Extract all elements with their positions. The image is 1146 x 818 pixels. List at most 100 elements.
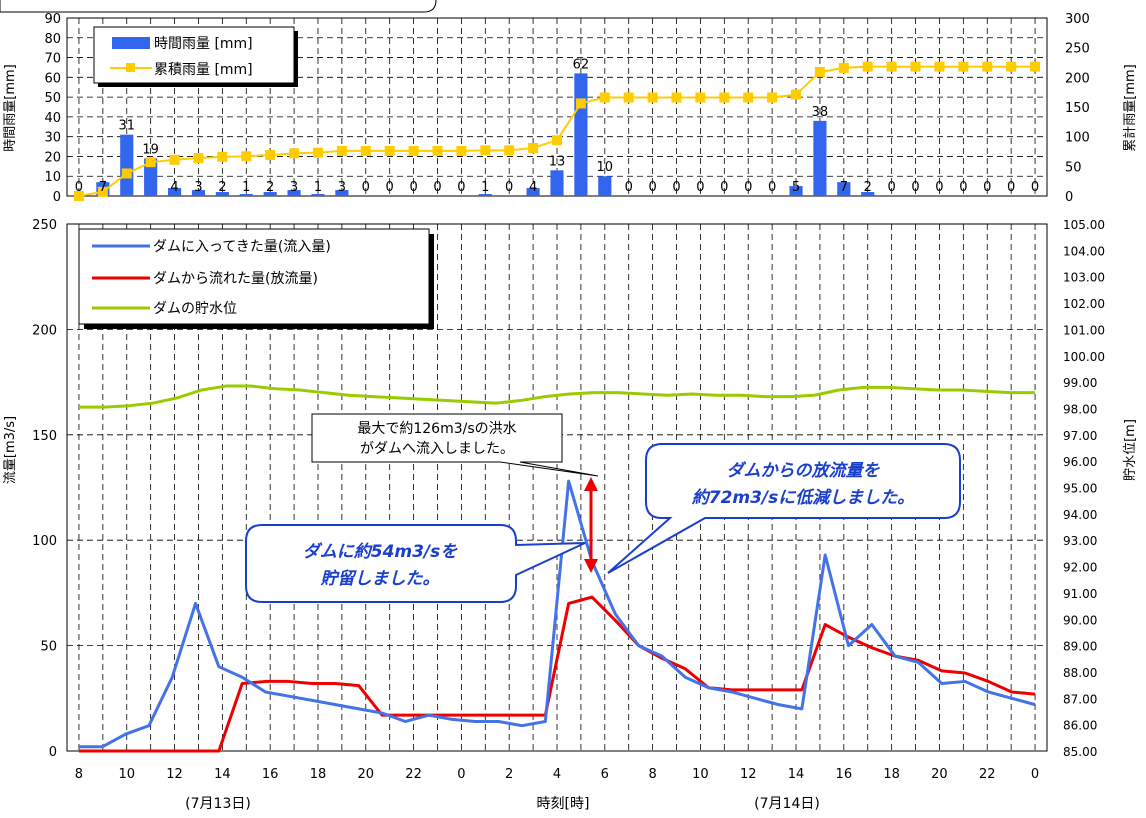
rainfall-data-label: 0 bbox=[1031, 180, 1039, 195]
rainfall-data-label: 5 bbox=[792, 180, 800, 195]
cumulative-marker bbox=[982, 61, 993, 72]
cumulative-marker bbox=[743, 92, 754, 103]
rainfall-data-label: 0 bbox=[672, 180, 680, 195]
rainfall-data-label: 1 bbox=[242, 180, 250, 195]
flow-y-axis-label: 流量[m3/s] bbox=[3, 416, 18, 484]
flow-plot-frame bbox=[66, 223, 1048, 752]
time-x-tick: 10 bbox=[118, 767, 135, 782]
water-level-y-tick: 98.00 bbox=[1063, 402, 1097, 416]
cumulative-marker bbox=[767, 92, 778, 103]
date-label-13: (7月13日) bbox=[185, 796, 251, 812]
legend-line-label: 累積雨量 [mm] bbox=[154, 62, 253, 78]
rainfall-data-label: 0 bbox=[744, 180, 752, 195]
legend-level-label: ダムの貯水位 bbox=[153, 301, 237, 317]
date-label-14: (7月14日) bbox=[754, 796, 820, 812]
rainfall-data-label: 38 bbox=[812, 105, 829, 120]
cumulative-marker bbox=[73, 191, 84, 201]
flow-y-ticks: 0 50 100 150 200 250 bbox=[32, 218, 57, 760]
rainfall-data-label: 0 bbox=[959, 180, 967, 195]
reduced-outflow-text-2: 約72m3/sに低減しました。 bbox=[692, 488, 915, 508]
rainfall-data-label: 0 bbox=[720, 180, 728, 195]
cumulative-y-tick: 150 bbox=[1065, 101, 1090, 116]
rainfall-y-tick: 40 bbox=[44, 111, 61, 126]
stored-text-1: ダムに約54m3/sを bbox=[303, 542, 459, 562]
cumulative-marker bbox=[169, 154, 180, 165]
rainfall-bar bbox=[526, 188, 540, 196]
cumulative-marker bbox=[217, 151, 228, 162]
cumulative-marker bbox=[289, 148, 300, 159]
cumulative-marker bbox=[862, 61, 873, 72]
cumulative-marker bbox=[934, 61, 945, 72]
rainfall-data-label: 0 bbox=[911, 180, 919, 195]
water-level-y-tick: 89.00 bbox=[1063, 640, 1097, 654]
time-x-tick: 6 bbox=[601, 767, 609, 782]
rainfall-data-label: 1 bbox=[481, 180, 489, 195]
cumulative-marker bbox=[958, 61, 969, 72]
rainfall-y-tick: 50 bbox=[44, 91, 61, 106]
time-x-tick: 8 bbox=[75, 767, 83, 782]
cumulative-marker bbox=[814, 66, 825, 77]
rainfall-bar bbox=[120, 134, 134, 196]
cumulative-marker bbox=[456, 145, 467, 156]
header-tab bbox=[0, 0, 437, 13]
cumulative-marker bbox=[719, 92, 730, 103]
cumulative-marker bbox=[1006, 61, 1017, 72]
time-x-tick: 14 bbox=[214, 767, 231, 782]
water-level-y-tick: 102.00 bbox=[1063, 297, 1105, 311]
cumulative-marker bbox=[384, 145, 395, 156]
legend-bar-label: 時間雨量 [mm] bbox=[154, 36, 253, 52]
cumulative-y-tick: 50 bbox=[1065, 160, 1082, 175]
cumulative-marker bbox=[121, 168, 132, 179]
flow-y-tick: 50 bbox=[40, 640, 57, 655]
water-level-y-tick: 101.00 bbox=[1063, 323, 1105, 337]
cumulative-y-tick: 250 bbox=[1065, 42, 1090, 57]
rainfall-y-tick: 70 bbox=[44, 52, 61, 67]
water-level-y-tick: 96.00 bbox=[1063, 455, 1097, 469]
cumulative-marker bbox=[408, 145, 419, 156]
water-level-y-tick: 93.00 bbox=[1063, 534, 1097, 548]
water-level-y-tick: 87.00 bbox=[1063, 692, 1097, 706]
rainfall-y-tick: 90 bbox=[44, 12, 61, 27]
cumulative-y-ticks: 0 50 100 150 200 250 300 bbox=[1065, 12, 1090, 205]
reduced-outflow-callout: ダムからの放流量を 約72m3/sに低減しました。 bbox=[607, 443, 961, 574]
rainfall-y-tick: 80 bbox=[44, 32, 61, 47]
time-x-tick: 14 bbox=[788, 767, 805, 782]
rainfall-data-label: 4 bbox=[170, 180, 178, 195]
rainfall-data-label: 0 bbox=[433, 180, 441, 195]
rainfall-data-label: 3 bbox=[290, 180, 298, 195]
water-level-y-tick: 103.00 bbox=[1063, 271, 1105, 285]
cumulative-marker bbox=[1030, 61, 1041, 72]
flow-legend: ダムに入ってきた量(流入量) ダムから流れた量(放流量) ダムの貯水位 bbox=[78, 228, 434, 329]
rainfall-data-label: 0 bbox=[75, 180, 83, 195]
cumulative-marker bbox=[97, 186, 108, 197]
water-level-y-tick: 90.00 bbox=[1063, 613, 1097, 627]
legend-bar-swatch bbox=[112, 37, 150, 49]
legend-inflow-label: ダムに入ってきた量(流入量) bbox=[153, 239, 331, 255]
time-x-tick: 2 bbox=[505, 767, 513, 782]
cumulative-marker bbox=[552, 135, 562, 146]
cumulative-y-tick: 200 bbox=[1065, 71, 1090, 86]
time-x-tick: 22 bbox=[979, 767, 996, 782]
rainfall-y-tick: 0 bbox=[53, 190, 61, 205]
rainfall-data-label: 0 bbox=[983, 180, 991, 195]
rainfall-y-axis-label: 時間雨量[mm] bbox=[3, 64, 18, 151]
rainfall-bar bbox=[167, 188, 182, 196]
rainfall-y-tick: 30 bbox=[44, 131, 61, 146]
rainfall-y-ticks: 0 10 20 30 40 50 60 70 80 90 bbox=[44, 12, 61, 205]
legend-line-marker bbox=[126, 63, 135, 72]
rainfall-bar bbox=[191, 190, 206, 196]
rainfall-data-label: 62 bbox=[573, 57, 590, 72]
rainfall-data-label: 1 bbox=[314, 180, 322, 195]
rainfall-data-label: 0 bbox=[386, 180, 394, 195]
cumulative-marker bbox=[432, 145, 443, 156]
water-level-y-tick: 95.00 bbox=[1063, 482, 1097, 496]
time-x-tick: 12 bbox=[166, 767, 183, 782]
cumulative-y-tick: 0 bbox=[1065, 190, 1073, 205]
rainfall-data-label: 3 bbox=[194, 180, 202, 195]
rainfall-data-label: 4 bbox=[529, 180, 537, 195]
rainfall-bar bbox=[789, 186, 803, 196]
water-level-line bbox=[78, 384, 1036, 409]
rainfall-bar bbox=[861, 192, 875, 196]
stored-callout: ダムに約54m3/sを 貯留しました。 bbox=[245, 524, 586, 603]
